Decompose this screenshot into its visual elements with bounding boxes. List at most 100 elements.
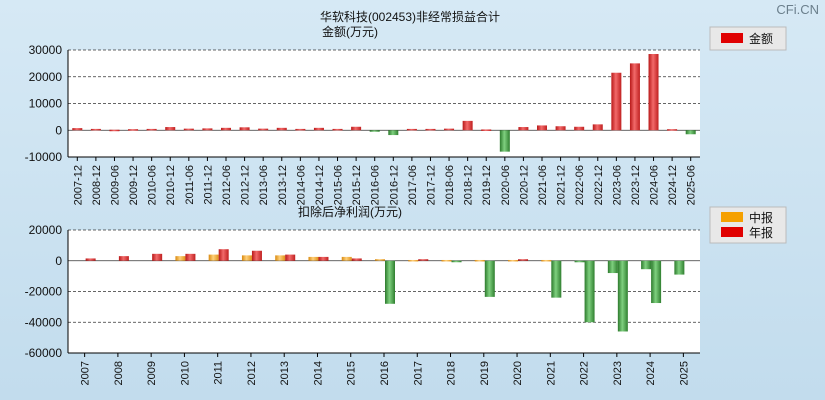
x-tick-label: 2011-06 [184, 165, 196, 205]
chart1-x-axis: 2007-12 2008-12 2009-06 2009-12 2010-06 2010-… [72, 157, 698, 205]
x-tick-label: 2010-12 [165, 165, 177, 205]
x-tick-label: 2008 [113, 361, 125, 385]
chart1-title: 华软科技(002453)非经常损益合计 [320, 9, 500, 24]
x-tick-label: 2018-12 [463, 165, 475, 205]
x-tick-label: 2015-06 [333, 165, 345, 205]
chart-nonrecurring-gains: 华软科技(002453)非经常损益合计 金额(万元) 30000 20000 100… [25, 9, 787, 205]
bar-金额-2016-12 [388, 130, 399, 136]
x-tick-label: 2013 [279, 361, 291, 385]
bar-金额-2008-12 [90, 128, 101, 131]
bar-年报-2023 [617, 260, 628, 332]
bar-金额-2010-06 [146, 128, 157, 131]
bar-金额-2009-12 [128, 129, 139, 131]
y-tick-label: -10000 [25, 150, 63, 164]
x-tick-label: 2019 [479, 361, 491, 385]
bar-中报-2022 [574, 260, 585, 263]
chart2-legend: 中报 年报 [709, 206, 787, 244]
bar-中报-2018 [441, 259, 452, 262]
x-tick-label: 2017 [412, 361, 424, 385]
bar-中报-2017 [408, 259, 419, 262]
x-tick-label: 2022-06 [574, 165, 586, 205]
x-tick-label: 2012-06 [221, 165, 233, 205]
x-tick-label: 2011-12 [202, 165, 214, 205]
x-tick-label: 2018-06 [444, 165, 456, 205]
bar-中报-2010 [175, 256, 186, 261]
x-tick-label: 2012-12 [240, 165, 252, 205]
bar-年报-2010 [185, 253, 196, 261]
chart2-title: 扣除后净利润(万元) [298, 204, 402, 219]
x-tick-label: 2024 [645, 361, 657, 385]
bar-金额-2017-12 [425, 128, 436, 131]
bar-年报-2021 [551, 260, 562, 298]
bar-金额-2011-06 [183, 128, 194, 131]
bar-年报-2014 [318, 256, 329, 261]
bar-金额-2017-06 [406, 128, 417, 131]
chart1-legend-box [709, 26, 787, 51]
bar-中报-2019 [474, 259, 485, 262]
x-tick-label: 2013-12 [277, 165, 289, 205]
y-tick-label: 10000 [29, 97, 63, 111]
y-tick-label: -40000 [25, 315, 63, 329]
x-tick-label: 2012 [246, 361, 258, 385]
bar-中报-2025 [674, 260, 685, 275]
legend-label-amount: 金额 [749, 31, 773, 46]
bar-金额-2014-12 [313, 127, 324, 131]
bar-年报-2007 [85, 258, 96, 261]
bar-金额-2025-06 [685, 130, 696, 135]
bar-中报-2023 [607, 260, 618, 274]
x-tick-label: 2015-12 [351, 165, 363, 205]
bar-金额-2020-06 [499, 130, 510, 152]
x-tick-label: 2024-06 [649, 165, 661, 205]
bar-金额-2014-06 [295, 128, 306, 131]
bar-金额-2023-06 [611, 72, 622, 131]
bar-年报-2019 [484, 260, 495, 297]
bar-金额-2015-12 [351, 126, 362, 131]
bar-金额-2011-12 [202, 128, 213, 131]
bar-中报-2016 [375, 259, 385, 261]
x-tick-label: 2023-12 [630, 165, 642, 205]
x-tick-label: 2016 [379, 361, 391, 385]
x-tick-label: 2010 [179, 361, 191, 385]
bar-金额-2023-12 [629, 63, 640, 131]
chart2-x-axis: 2007 2008 2009 2010 2011 2012 2013 2014 2015 2016… [80, 353, 690, 385]
bar-年报-2016 [385, 260, 395, 304]
bar-中报-2024 [641, 260, 652, 270]
y-tick-label: 20000 [29, 70, 63, 84]
x-tick-label: 2017-12 [425, 165, 437, 205]
bar-年报-2008 [118, 256, 129, 261]
y-tick-label: 0 [55, 123, 62, 137]
bar-金额-2021-06 [537, 125, 547, 131]
y-tick-label: -60000 [25, 346, 63, 360]
bar-年报-2009 [152, 253, 163, 261]
x-tick-label: 2016-12 [388, 165, 400, 205]
chart-net-profit-deducted: 扣除后净利润(万元) 20000 0 -20000 -40000 -60000 2007… [25, 204, 787, 385]
x-tick-label: 2014-12 [314, 165, 326, 205]
chart1-subtitle: 金额(万元) [322, 24, 378, 39]
x-tick-label: 2014-06 [295, 165, 307, 205]
bar-中报-2011 [208, 254, 219, 261]
bar-金额-2019-12 [481, 129, 492, 131]
chart2-bars [85, 249, 685, 332]
y-tick-label: -20000 [25, 285, 63, 299]
bar-金额-2018-12 [462, 120, 473, 131]
bar-年报-2024 [651, 260, 662, 304]
bar-金额-2012-06 [221, 127, 231, 131]
x-tick-label: 2020-06 [500, 165, 512, 205]
bar-金额-2016-06 [369, 130, 380, 132]
bar-中报-2014 [308, 256, 319, 261]
x-tick-label: 2009-12 [128, 165, 140, 205]
legend-label-annual: 年报 [749, 225, 773, 240]
x-tick-label: 2017-06 [407, 165, 419, 205]
chart1-y-axis: 30000 20000 10000 0 -10000 [25, 43, 63, 164]
legend-swatch-interim [721, 212, 743, 222]
bar-金额-2022-06 [574, 126, 585, 131]
x-tick-label: 2009-06 [109, 165, 121, 205]
x-tick-label: 2025-06 [686, 165, 698, 205]
x-tick-label: 2014 [312, 361, 324, 385]
legend-swatch-annual [721, 227, 743, 237]
bar-年报-2012 [251, 250, 262, 261]
bar-年报-2015 [351, 258, 362, 261]
bar-年报-2011 [218, 249, 229, 261]
y-tick-label: 20000 [29, 223, 63, 237]
